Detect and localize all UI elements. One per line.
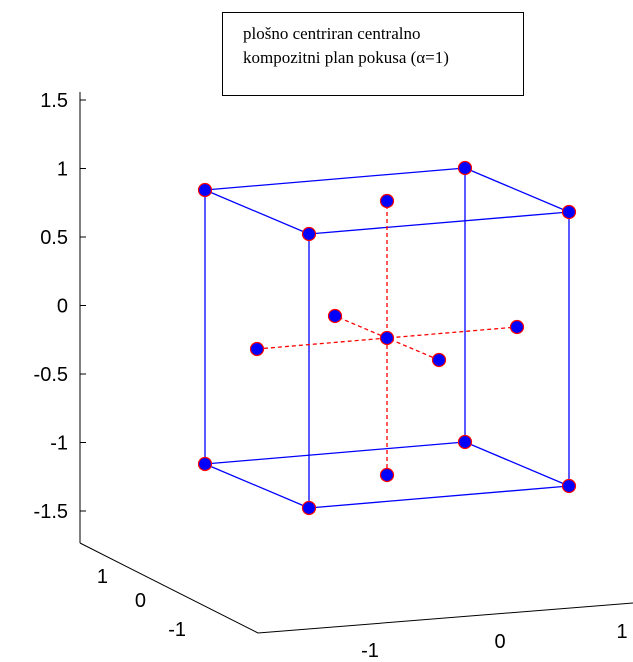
- legend-line-1: plošno centriran centralno: [243, 24, 421, 43]
- design-point-marker: [379, 330, 395, 346]
- design-point-marker: [561, 204, 577, 220]
- z-tick-label: 0: [57, 296, 68, 318]
- z-tick-label: -0.5: [34, 364, 68, 386]
- design-point-marker: [249, 341, 265, 357]
- design-point-marker: [561, 478, 577, 494]
- z-tick-label: -1: [50, 433, 68, 455]
- legend-box: plošno centriran centralno kompozitni pl…: [222, 12, 524, 96]
- z-tick-label: -1.5: [34, 501, 68, 523]
- z-tick-label: 1.5: [40, 90, 68, 112]
- x-tick-label: 0: [494, 631, 505, 653]
- design-point-marker: [197, 456, 213, 472]
- design-point-marker: [379, 467, 395, 483]
- cube-edge-line: [204, 463, 310, 509]
- design-point-marker: [301, 500, 317, 516]
- cube-edge-line: [308, 485, 570, 509]
- z-tick-label: 1: [57, 159, 68, 181]
- design-point-marker: [379, 193, 395, 209]
- x-tick-label: 1: [616, 621, 627, 643]
- design-point-marker: [457, 434, 473, 450]
- legend-line-2: kompozitni plan pokusa (α=1): [243, 48, 449, 67]
- design-point-marker: [509, 319, 525, 335]
- x-axis-line: [257, 602, 633, 634]
- cube-edge-line: [204, 441, 466, 465]
- y-tick-label: -1: [168, 619, 186, 641]
- design-point-marker: [327, 308, 343, 324]
- cube-edges: [204, 167, 570, 509]
- cube-edge-line: [204, 189, 310, 235]
- y-tick-label: 1: [97, 566, 108, 588]
- z-tick-label: 0.5: [40, 227, 68, 249]
- y-axis-line: [79, 542, 259, 634]
- design-point-marker: [197, 182, 213, 198]
- design-point-marker: [431, 352, 447, 368]
- cube-edge-line: [464, 167, 570, 213]
- design-points: [197, 160, 577, 516]
- design-point-marker: [301, 226, 317, 242]
- axes-group: [79, 92, 633, 634]
- axial-dashed-line: [256, 326, 518, 350]
- design-point-marker: [457, 160, 473, 176]
- cube-edge-line: [204, 167, 466, 191]
- cube-edge-line: [464, 441, 570, 487]
- x-tick-label: -1: [361, 640, 379, 662]
- tick-labels: 1.5 1 0.5 0 -0.5 -1 -1.5 1 0 -1 -1 0 1: [34, 90, 628, 662]
- cube-edge-line: [308, 211, 570, 235]
- y-tick-label: 0: [135, 590, 146, 612]
